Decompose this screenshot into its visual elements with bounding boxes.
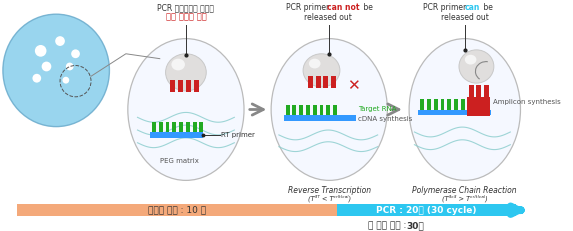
- Bar: [308, 76, 313, 88]
- Ellipse shape: [465, 55, 476, 64]
- Ellipse shape: [459, 50, 494, 83]
- Ellipse shape: [271, 39, 387, 180]
- Bar: [484, 85, 489, 97]
- Bar: [306, 105, 310, 115]
- Bar: [292, 105, 296, 115]
- Text: PCR : 20분 (30 cycle): PCR : 20분 (30 cycle): [376, 206, 477, 215]
- Bar: [418, 109, 491, 115]
- Bar: [178, 80, 183, 92]
- Bar: [172, 122, 176, 132]
- Text: released out: released out: [304, 13, 352, 22]
- Bar: [468, 99, 472, 109]
- Bar: [284, 115, 356, 121]
- Text: released out: released out: [441, 13, 488, 22]
- Bar: [316, 76, 320, 88]
- Text: can: can: [465, 3, 480, 12]
- Bar: [194, 80, 198, 92]
- Bar: [461, 99, 465, 109]
- Circle shape: [62, 77, 69, 84]
- Text: PCR primer: PCR primer: [286, 3, 331, 12]
- Text: PEG matrix: PEG matrix: [160, 158, 199, 164]
- Circle shape: [35, 45, 46, 57]
- Bar: [434, 99, 438, 109]
- Bar: [199, 122, 203, 132]
- Bar: [170, 80, 175, 92]
- Bar: [299, 105, 303, 115]
- Bar: [331, 76, 336, 88]
- Text: be: be: [481, 3, 493, 12]
- Bar: [193, 122, 197, 132]
- Bar: [313, 105, 317, 115]
- Bar: [186, 80, 191, 92]
- Bar: [323, 76, 328, 88]
- Circle shape: [71, 49, 80, 58]
- Text: ✕: ✕: [347, 78, 359, 93]
- Text: PCR primer: PCR primer: [423, 3, 469, 12]
- Bar: [150, 132, 203, 138]
- Bar: [469, 85, 473, 97]
- Text: cDNA synthesis: cDNA synthesis: [358, 116, 413, 122]
- Text: 30분: 30분: [407, 221, 425, 230]
- Circle shape: [55, 36, 65, 46]
- Text: be: be: [361, 3, 373, 12]
- Text: Amplicon synthesis: Amplicon synthesis: [493, 99, 560, 105]
- Circle shape: [33, 74, 41, 83]
- Bar: [454, 99, 458, 109]
- Bar: [152, 122, 156, 132]
- Text: RT primer: RT primer: [221, 132, 254, 138]
- Ellipse shape: [166, 54, 206, 91]
- Bar: [17, 204, 337, 216]
- Circle shape: [42, 62, 52, 71]
- Bar: [333, 105, 337, 115]
- Text: 온도 감응성 소재: 온도 감응성 소재: [166, 13, 206, 22]
- Ellipse shape: [303, 54, 340, 87]
- Circle shape: [66, 63, 73, 70]
- Bar: [427, 99, 431, 109]
- Bar: [186, 122, 190, 132]
- Text: can not: can not: [327, 3, 360, 12]
- Ellipse shape: [171, 59, 185, 70]
- Ellipse shape: [309, 59, 320, 68]
- Ellipse shape: [409, 39, 520, 180]
- Bar: [448, 99, 452, 109]
- Bar: [166, 122, 170, 132]
- Text: 역전사 과정 : 10 분: 역전사 과정 : 10 분: [148, 206, 206, 215]
- Bar: [441, 99, 445, 109]
- Bar: [337, 204, 516, 216]
- Bar: [286, 105, 289, 115]
- Ellipse shape: [3, 14, 109, 127]
- Text: (Tᴲᶜᴲ > Tᶜʳᴵᵗᴵᶜᵃˡ): (Tᴲᶜᴲ > Tᶜʳᴵᵗᴵᶜᵃˡ): [442, 195, 488, 202]
- Text: PCR 프라이머가 포함된: PCR 프라이머가 포함된: [158, 3, 214, 12]
- Bar: [420, 99, 424, 109]
- Text: (Tᴲᵀ < Tᶜʳᴵᵗᴵᶜᵃˡ): (Tᴲᵀ < Tᶜʳᴵᵗᴵᶜᵃˡ): [308, 195, 351, 202]
- Bar: [476, 85, 481, 97]
- Text: Target RNA: Target RNA: [358, 106, 397, 112]
- Bar: [327, 105, 330, 115]
- Bar: [179, 122, 183, 132]
- Bar: [320, 105, 323, 115]
- Text: 총 소요 시간 :: 총 소요 시간 :: [368, 221, 409, 230]
- Text: Polymerase Chain Reaction: Polymerase Chain Reaction: [413, 186, 517, 195]
- Text: Reverse Transcription: Reverse Transcription: [288, 186, 371, 195]
- Bar: [159, 122, 163, 132]
- Bar: [467, 97, 490, 116]
- Ellipse shape: [128, 39, 244, 180]
